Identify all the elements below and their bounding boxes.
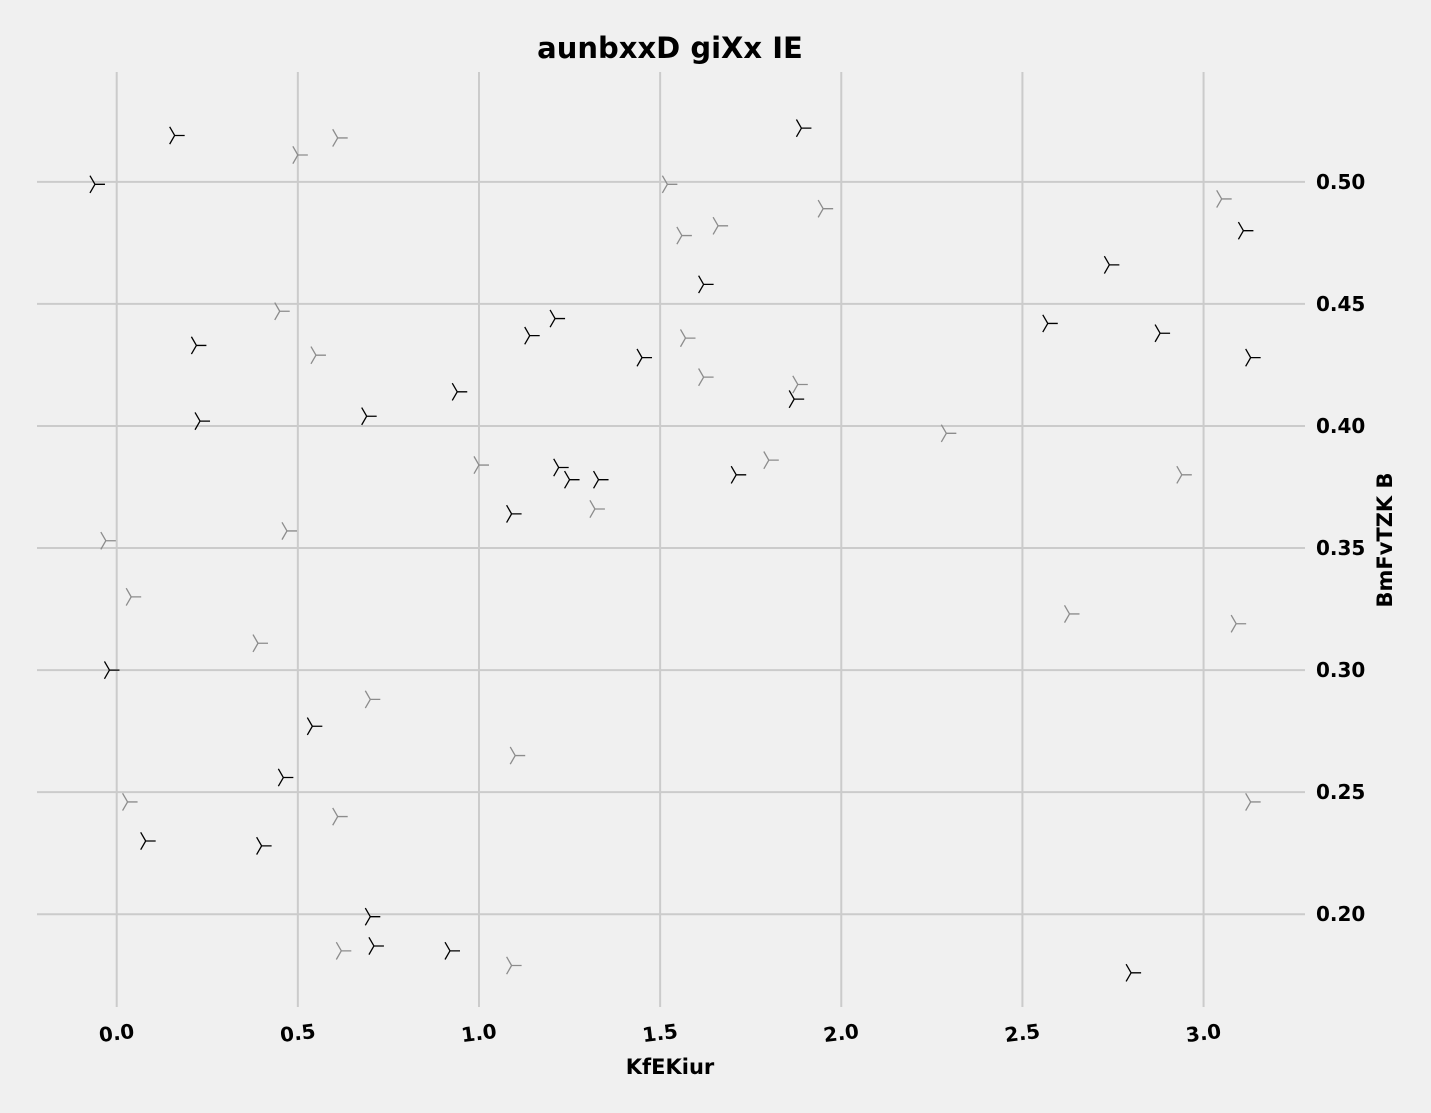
data-point-s1-17	[281, 521, 297, 540]
data-point-s1-12	[940, 424, 957, 443]
x-gridlines	[115, 72, 1205, 1007]
data-point-s0-21	[506, 504, 522, 523]
y-tick-label: 0.25	[1316, 780, 1365, 804]
data-point-s0-14	[451, 382, 468, 401]
data-point-s0-1	[169, 126, 185, 145]
y-tick-labels: 0.20 0.25 0.30 0.35 0.40 0.45 0.50	[1316, 170, 1365, 926]
data-point-s0-9	[636, 348, 653, 367]
data-point-s0-23	[306, 717, 323, 736]
data-point-s1-4	[817, 199, 834, 218]
data-point-s0-27	[364, 907, 381, 926]
data-point-s0-0	[89, 175, 105, 194]
data-point-s1-26	[1245, 792, 1261, 811]
data-point-s0-24	[277, 768, 294, 787]
data-point-s0-16	[194, 412, 211, 431]
data-point-s0-18	[563, 470, 580, 489]
data-point-s1-27	[332, 807, 348, 826]
data-point-s1-10	[698, 368, 714, 387]
x-tick-label: 0.0	[98, 1019, 136, 1047]
data-point-s0-2	[795, 119, 812, 138]
y-gridlines	[37, 180, 1305, 916]
x-tick-label: 0.5	[279, 1019, 317, 1047]
data-point-s1-11	[792, 375, 808, 394]
data-point-s0-22	[103, 661, 120, 680]
data-point-s1-19	[125, 587, 142, 606]
data-point-s0-3	[1237, 221, 1254, 240]
y-tick-label: 0.20	[1316, 902, 1365, 926]
series-light-points	[100, 128, 1261, 975]
data-point-s0-20	[730, 465, 747, 484]
x-tick-label: 2.0	[822, 1019, 860, 1047]
data-point-s1-1	[332, 128, 348, 147]
x-tick-label: 3.0	[1184, 1019, 1222, 1047]
data-point-s0-30	[1125, 963, 1142, 982]
data-point-s1-6	[676, 226, 692, 245]
data-point-s0-17	[553, 458, 569, 477]
data-point-s0-15	[361, 407, 377, 426]
data-point-s1-8	[679, 329, 696, 348]
y-axis-label: BmFvTZK B	[1373, 472, 1397, 607]
data-point-s1-9	[310, 346, 326, 365]
chart-title: aunbxxD giXx IE	[537, 31, 803, 65]
data-point-s0-4	[1103, 255, 1120, 274]
data-point-s0-8	[190, 336, 207, 355]
y-tick-label: 0.35	[1316, 536, 1365, 560]
data-point-s0-10	[1042, 314, 1058, 333]
data-point-s0-5	[698, 275, 714, 294]
y-tick-label: 0.45	[1316, 292, 1365, 316]
x-axis-label: KfEKiur	[626, 1055, 715, 1079]
data-point-s1-16	[589, 499, 605, 518]
data-point-s1-25	[122, 792, 138, 811]
y-tick-label: 0.40	[1316, 414, 1365, 438]
data-point-s0-7	[524, 326, 540, 345]
data-point-s0-28	[368, 936, 384, 955]
data-point-s1-5	[712, 216, 729, 235]
data-point-s1-29	[506, 956, 522, 975]
data-point-s1-7	[274, 302, 290, 321]
data-point-s1-28	[335, 941, 352, 960]
data-point-s0-12	[1245, 348, 1261, 367]
data-point-s1-18	[100, 531, 116, 550]
data-point-s1-21	[1230, 614, 1247, 633]
data-point-s0-29	[444, 941, 461, 960]
series-dark-points	[89, 119, 1261, 982]
data-point-s1-13	[763, 451, 779, 470]
data-point-s1-14	[473, 456, 489, 475]
y-tick-label: 0.30	[1316, 658, 1365, 682]
y-tick-label: 0.50	[1316, 170, 1365, 194]
data-point-s0-25	[140, 832, 156, 850]
data-point-s1-0	[292, 146, 308, 164]
data-point-s0-6	[549, 309, 566, 328]
data-point-s1-20	[1063, 604, 1080, 623]
x-tick-label: 2.5	[1003, 1019, 1041, 1047]
data-point-s1-3	[1216, 189, 1232, 208]
data-point-s0-19	[592, 470, 609, 489]
data-point-s0-11	[1154, 324, 1171, 343]
data-point-s0-13	[788, 390, 805, 409]
x-tick-labels: 0.0 0.5 1.0 1.5 2.0 2.5 3.0	[98, 1019, 1223, 1047]
data-point-s1-24	[509, 746, 526, 765]
data-point-s1-23	[364, 690, 381, 709]
x-tick-label: 1.0	[460, 1019, 498, 1047]
x-tick-label: 1.5	[641, 1019, 679, 1047]
data-point-s1-2	[661, 175, 678, 194]
data-point-s1-15	[1176, 465, 1192, 484]
data-point-s1-22	[252, 634, 268, 653]
data-point-s0-26	[256, 836, 272, 855]
